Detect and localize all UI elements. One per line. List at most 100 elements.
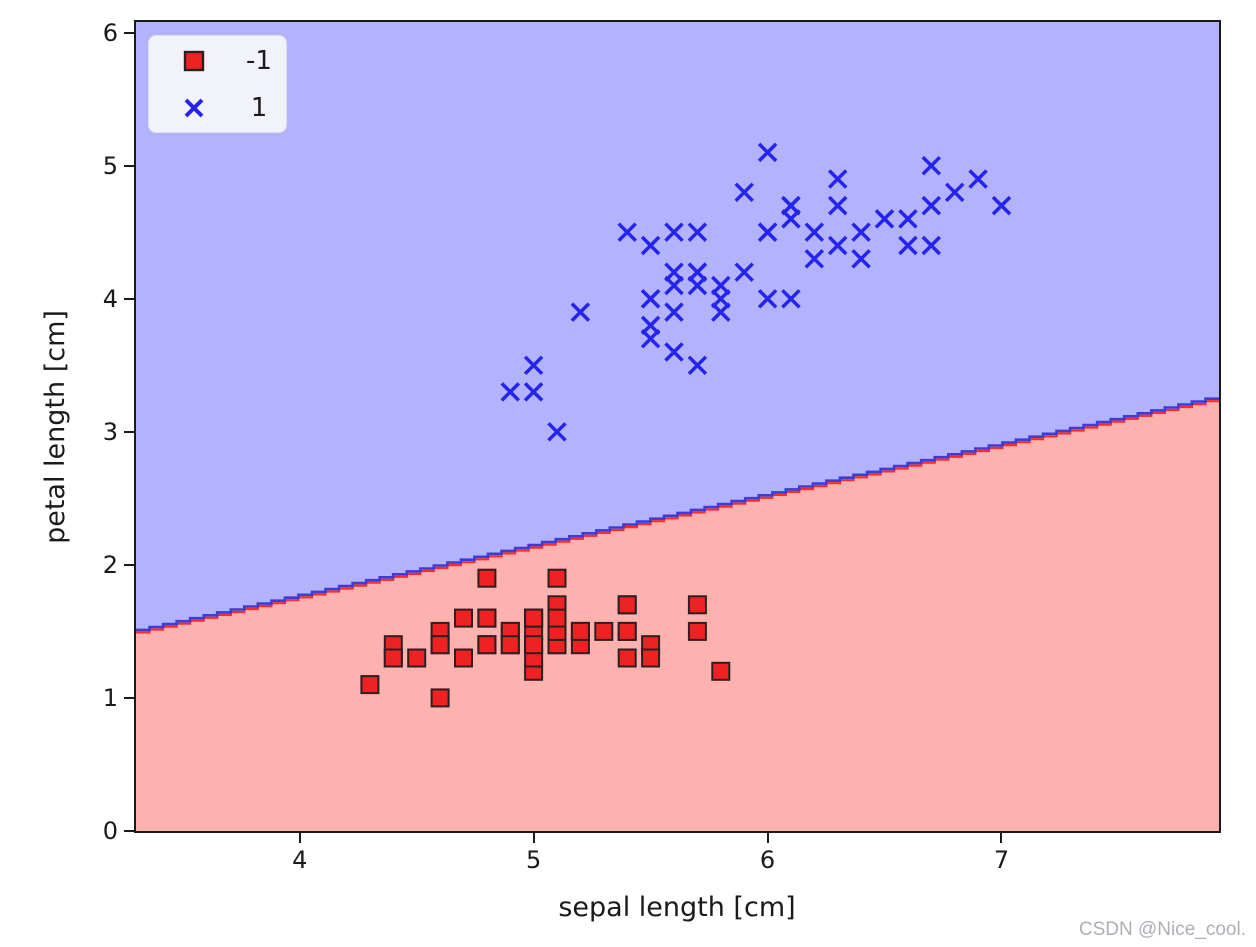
scatter-point-class-neg1	[617, 595, 637, 615]
plot-area: -1 1	[134, 20, 1221, 833]
y-tick-mark	[124, 164, 134, 167]
scatter-point-class-1	[804, 249, 825, 269]
legend-square-marker-icon	[183, 50, 205, 71]
scatter-point-class-1	[617, 222, 637, 242]
x-tick-mark	[766, 833, 769, 843]
decision-boundary-blue-line	[136, 397, 1219, 632]
scatter-point-class-1	[827, 169, 848, 189]
scatter-point-class-1	[547, 422, 567, 442]
x-axis-label: sepal length [cm]	[558, 892, 796, 923]
y-tick-label: 5	[102, 151, 118, 180]
scatter-point-class-1	[664, 342, 684, 362]
x-tick-mark	[1000, 833, 1003, 843]
legend-label-pos1: 1	[250, 92, 268, 123]
scatter-point-class-neg1	[617, 648, 637, 668]
scatter-point-class-1	[687, 275, 708, 296]
scatter-point-class-1	[687, 222, 708, 242]
scatter-point-class-1	[664, 262, 684, 282]
scatter-point-class-1	[781, 289, 801, 309]
y-tick-mark	[124, 696, 134, 699]
scatter-point-class-1	[898, 209, 918, 229]
scatter-point-class-neg1	[641, 648, 661, 668]
scatter-point-class-1	[898, 235, 918, 256]
y-tick-mark	[124, 31, 134, 34]
scatter-point-class-neg1	[430, 688, 450, 708]
x-tick-label: 7	[993, 846, 1010, 874]
x-tick-label: 5	[526, 846, 542, 874]
scatter-point-class-neg1	[454, 608, 473, 628]
scatter-point-class-1	[664, 302, 684, 322]
scatter-point-class-neg1	[594, 621, 614, 641]
scatter-point-class-neg1	[477, 608, 497, 628]
scatter-point-class-1	[991, 195, 1012, 216]
y-tick-label: 3	[102, 417, 118, 446]
scatter-point-class-neg1	[500, 635, 520, 655]
scatter-point-class-1	[874, 209, 895, 229]
scatter-point-class-1	[734, 182, 754, 203]
legend-entry-pos1: 1	[149, 84, 286, 131]
y-tick-label: 1	[102, 683, 118, 712]
scatter-point-class-1	[968, 169, 988, 189]
decision-region-class-neg1	[136, 398, 1219, 831]
scatter-point-class-1	[921, 155, 942, 176]
y-tick-mark	[124, 563, 134, 566]
legend-box: -1 1	[148, 35, 287, 133]
scatter-point-class-1	[827, 235, 848, 256]
y-axis-label: petal length [cm]	[40, 310, 71, 544]
scatter-point-class-neg1	[383, 648, 403, 668]
x-tick-mark	[532, 833, 535, 843]
scatter-point-class-1	[570, 302, 591, 322]
scatter-point-class-neg1	[360, 675, 380, 695]
y-tick-mark	[124, 297, 134, 300]
scatter-point-class-neg1	[407, 648, 427, 668]
y-tick-mark	[124, 430, 134, 433]
scatter-point-class-neg1	[687, 595, 707, 615]
scatter-point-class-1	[734, 262, 754, 282]
scatter-point-class-neg1	[547, 568, 567, 588]
y-tick-label: 6	[102, 18, 118, 47]
y-tick-label: 4	[102, 284, 118, 313]
scatter-point-class-1	[664, 222, 684, 242]
scatter-point-class-1	[851, 222, 871, 242]
scatter-point-class-1	[523, 382, 544, 402]
x-tick-mark	[298, 833, 301, 843]
x-tick-label: 6	[759, 846, 776, 874]
scatter-point-class-1	[640, 328, 661, 349]
legend-entry-neg1: -1	[149, 37, 286, 84]
scatter-point-class-1	[921, 195, 942, 216]
scatter-point-class-neg1	[524, 608, 544, 628]
decision-region-class-1	[136, 22, 1219, 630]
y-tick-label: 2	[102, 550, 118, 579]
x-tick-label: 4	[292, 846, 308, 874]
scatter-point-class-neg1	[430, 635, 450, 655]
scatter-plot	[136, 22, 1219, 831]
watermark-text: CSDN @Nice_cool.	[1078, 919, 1246, 940]
scatter-point-class-neg1	[687, 621, 707, 641]
scatter-point-class-neg1	[547, 608, 567, 628]
scatter-point-class-neg1	[570, 621, 590, 641]
scatter-point-class-1	[757, 289, 778, 309]
scatter-point-class-1	[851, 249, 871, 269]
scatter-point-class-1	[640, 289, 661, 309]
scatter-point-class-neg1	[711, 661, 731, 681]
scatter-point-class-1	[781, 209, 801, 229]
scatter-point-class-1	[757, 222, 778, 242]
scatter-point-class-neg1	[524, 635, 544, 655]
scatter-point-class-1	[827, 195, 848, 216]
legend-x-marker-icon	[184, 98, 204, 117]
scatter-point-class-neg1	[617, 621, 637, 641]
scatter-point-class-1	[711, 289, 731, 309]
scatter-point-class-neg1	[454, 648, 473, 668]
scatter-point-class-1	[500, 382, 521, 402]
scatter-point-class-neg1	[477, 568, 497, 588]
y-tick-mark	[124, 830, 134, 832]
scatter-point-class-1	[640, 235, 661, 256]
y-tick-label: 0	[102, 817, 118, 845]
scatter-point-class-1	[523, 355, 544, 376]
scatter-point-class-neg1	[477, 635, 497, 655]
scatter-point-class-1	[921, 235, 942, 256]
scatter-point-class-1	[804, 222, 825, 242]
legend-label-neg1: -1	[246, 45, 272, 76]
scatter-point-class-1	[944, 182, 965, 203]
